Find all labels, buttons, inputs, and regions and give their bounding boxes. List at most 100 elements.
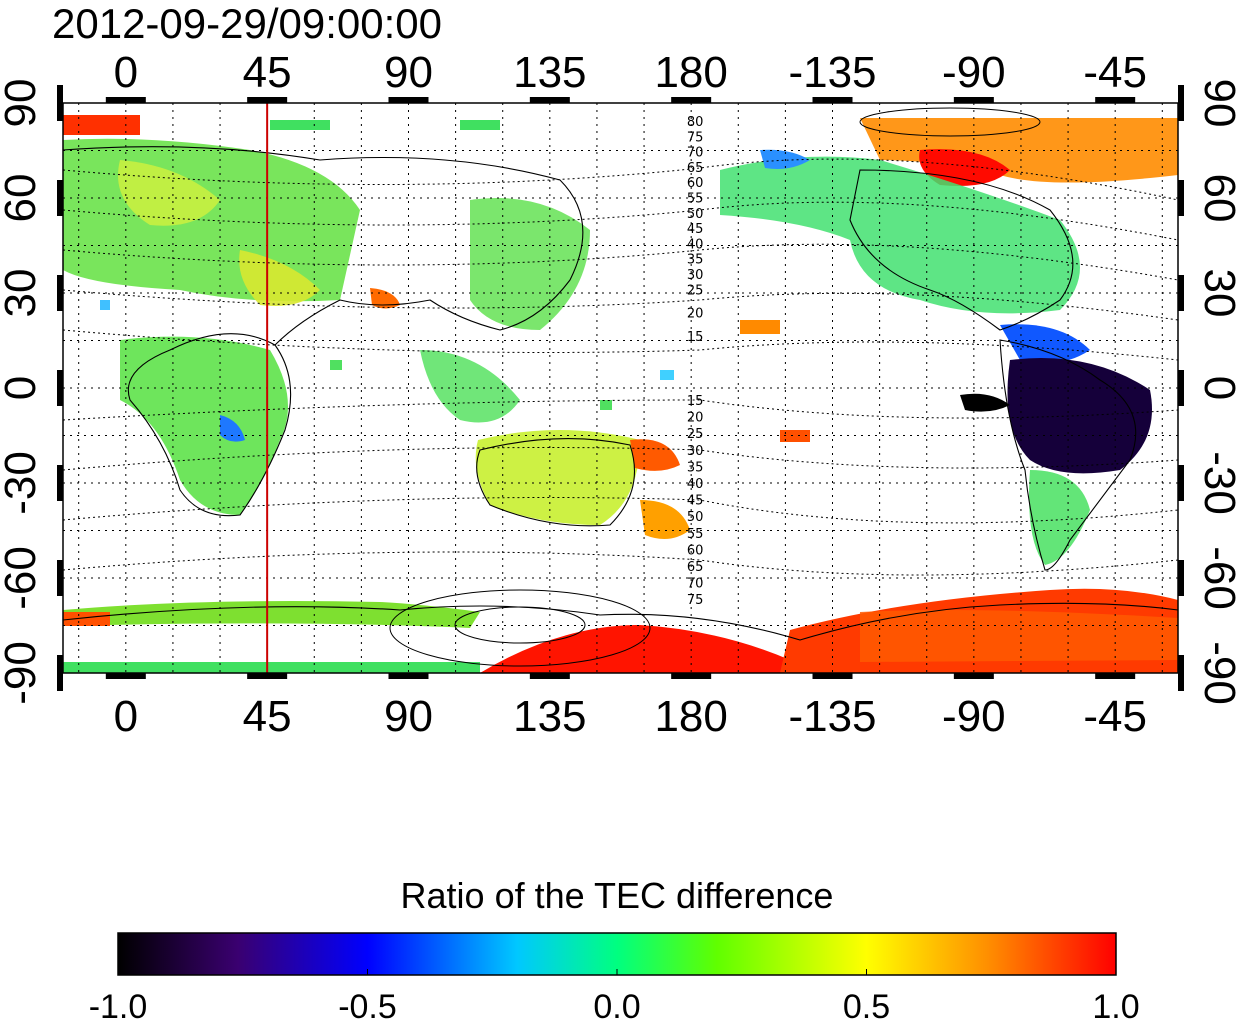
lon-tick-top <box>953 97 994 103</box>
lat-tick-right <box>1178 370 1184 406</box>
left-latitude-labels: 90 60 30 0 -30 -60 -90 <box>0 79 45 705</box>
lon-tick-top <box>105 97 146 103</box>
lon-tick-top <box>671 97 712 103</box>
lon-tick-top <box>1095 97 1136 103</box>
contour-labels: 8075706560555045403530252015152025303540… <box>687 115 704 608</box>
left-lat-label: -30 <box>0 451 45 515</box>
colorbar-tick-label: -1.0 <box>89 988 148 1024</box>
bottom-longitude-labels: 0 45 90 135 180 -135 -90 -45 <box>114 692 1147 741</box>
top-lon-label: -135 <box>788 48 876 97</box>
top-lon-label: -45 <box>1083 48 1147 97</box>
right-lat-label: -60 <box>1195 546 1240 610</box>
colorbar-tick-label: 0.0 <box>593 988 640 1024</box>
contour-label: 55 <box>687 192 704 207</box>
contour-label: 45 <box>687 222 704 237</box>
right-lat-label: 90 <box>1195 79 1240 128</box>
left-lat-label: 30 <box>0 269 45 318</box>
lon-tick-top <box>247 97 288 103</box>
lat-tick-left <box>57 275 63 311</box>
lon-tick-bottom <box>388 673 429 679</box>
lon-tick-top <box>388 97 429 103</box>
colorbar-tick-label: 0.5 <box>843 988 890 1024</box>
bottom-lon-label: 180 <box>654 692 727 741</box>
top-lon-label: 45 <box>243 48 292 97</box>
right-lat-label: 0 <box>1195 376 1240 400</box>
bottom-lon-label: 135 <box>513 692 586 741</box>
lon-tick-bottom <box>1095 673 1136 679</box>
antarctic-high-ratio-region <box>480 625 800 673</box>
colorbar-tick-label: 1.0 <box>1092 988 1139 1024</box>
australia-data-region <box>475 430 640 525</box>
contour-label: 40 <box>687 237 704 252</box>
lat-tick-right <box>1178 655 1184 691</box>
lon-tick-bottom <box>953 673 994 679</box>
left-lat-label: -90 <box>0 641 45 705</box>
left-lat-label: 0 <box>0 376 45 400</box>
bottom-lon-label: -90 <box>942 692 1006 741</box>
contour-label: 30 <box>687 268 704 283</box>
lat-tick-left <box>57 85 63 121</box>
contour-label: 15 <box>687 394 704 409</box>
south-america-negative-ratio-region <box>1007 358 1152 474</box>
contour-label: 75 <box>687 130 704 145</box>
bottom-lon-label: -135 <box>788 692 876 741</box>
lon-tick-bottom <box>671 673 712 679</box>
africa-data-region <box>120 336 288 515</box>
axis-tick-marks <box>57 85 1184 691</box>
left-lat-label: -60 <box>0 546 45 610</box>
contour-label: 35 <box>687 253 704 268</box>
contour-label: 60 <box>687 176 704 191</box>
top-lon-label: 135 <box>513 48 586 97</box>
right-lat-label: -30 <box>1195 451 1240 515</box>
lat-tick-right <box>1178 85 1184 121</box>
lon-tick-bottom <box>247 673 288 679</box>
top-lon-label: -90 <box>942 48 1006 97</box>
contour-label: 50 <box>687 207 704 222</box>
top-lon-label: 90 <box>384 48 433 97</box>
contour-label: 35 <box>687 460 704 475</box>
bottom-lon-label: -45 <box>1083 692 1147 741</box>
colorbar <box>117 932 1117 976</box>
lon-tick-bottom <box>529 673 570 679</box>
top-lon-label: 180 <box>654 48 727 97</box>
contour-label: 25 <box>687 283 704 298</box>
colorbar-tick-labels: -1.0 -0.5 0.0 0.5 1.0 <box>89 969 1140 1024</box>
lat-tick-left <box>57 560 63 596</box>
contour-label: 40 <box>687 477 704 492</box>
lat-tick-right <box>1178 180 1184 216</box>
lon-tick-bottom <box>105 673 146 679</box>
right-lat-label: 30 <box>1195 269 1240 318</box>
lat-tick-right <box>1178 275 1184 311</box>
contour-label: 30 <box>687 444 704 459</box>
lon-tick-top <box>529 97 570 103</box>
contour-label: 75 <box>687 593 704 608</box>
arctic-high-ratio-region <box>63 115 140 135</box>
contour-label: 60 <box>687 543 704 558</box>
bottom-lon-label: 0 <box>114 692 138 741</box>
contour-label: 65 <box>687 161 704 176</box>
left-lat-label: 90 <box>0 79 45 128</box>
bottom-lon-label: 45 <box>243 692 292 741</box>
contour-label: 70 <box>687 577 704 592</box>
contour-label: 25 <box>687 427 704 442</box>
left-lat-label: 60 <box>0 174 45 223</box>
contour-label: 45 <box>687 494 704 509</box>
contour-label: 15 <box>687 330 704 345</box>
east-asia-data-region <box>470 198 590 330</box>
lat-tick-left <box>57 655 63 691</box>
plot-title: 2012-09-29/09:00:00 <box>52 0 442 47</box>
top-lon-label: 0 <box>114 48 138 97</box>
lat-tick-left <box>57 465 63 501</box>
contour-lines <box>63 107 1178 667</box>
contour-label: 65 <box>687 560 704 575</box>
contour-label: 50 <box>687 510 704 525</box>
colorbar-title: Ratio of the TEC difference <box>401 875 834 916</box>
contour-label: 70 <box>687 146 704 161</box>
lat-tick-left <box>57 180 63 216</box>
contour-label: 80 <box>687 115 704 130</box>
lon-tick-top <box>812 97 853 103</box>
right-latitude-labels: 90 60 30 0 -30 -60 -90 <box>1195 79 1240 705</box>
colorbar-tick-label: -0.5 <box>338 988 397 1024</box>
contour-label: 55 <box>687 527 704 542</box>
